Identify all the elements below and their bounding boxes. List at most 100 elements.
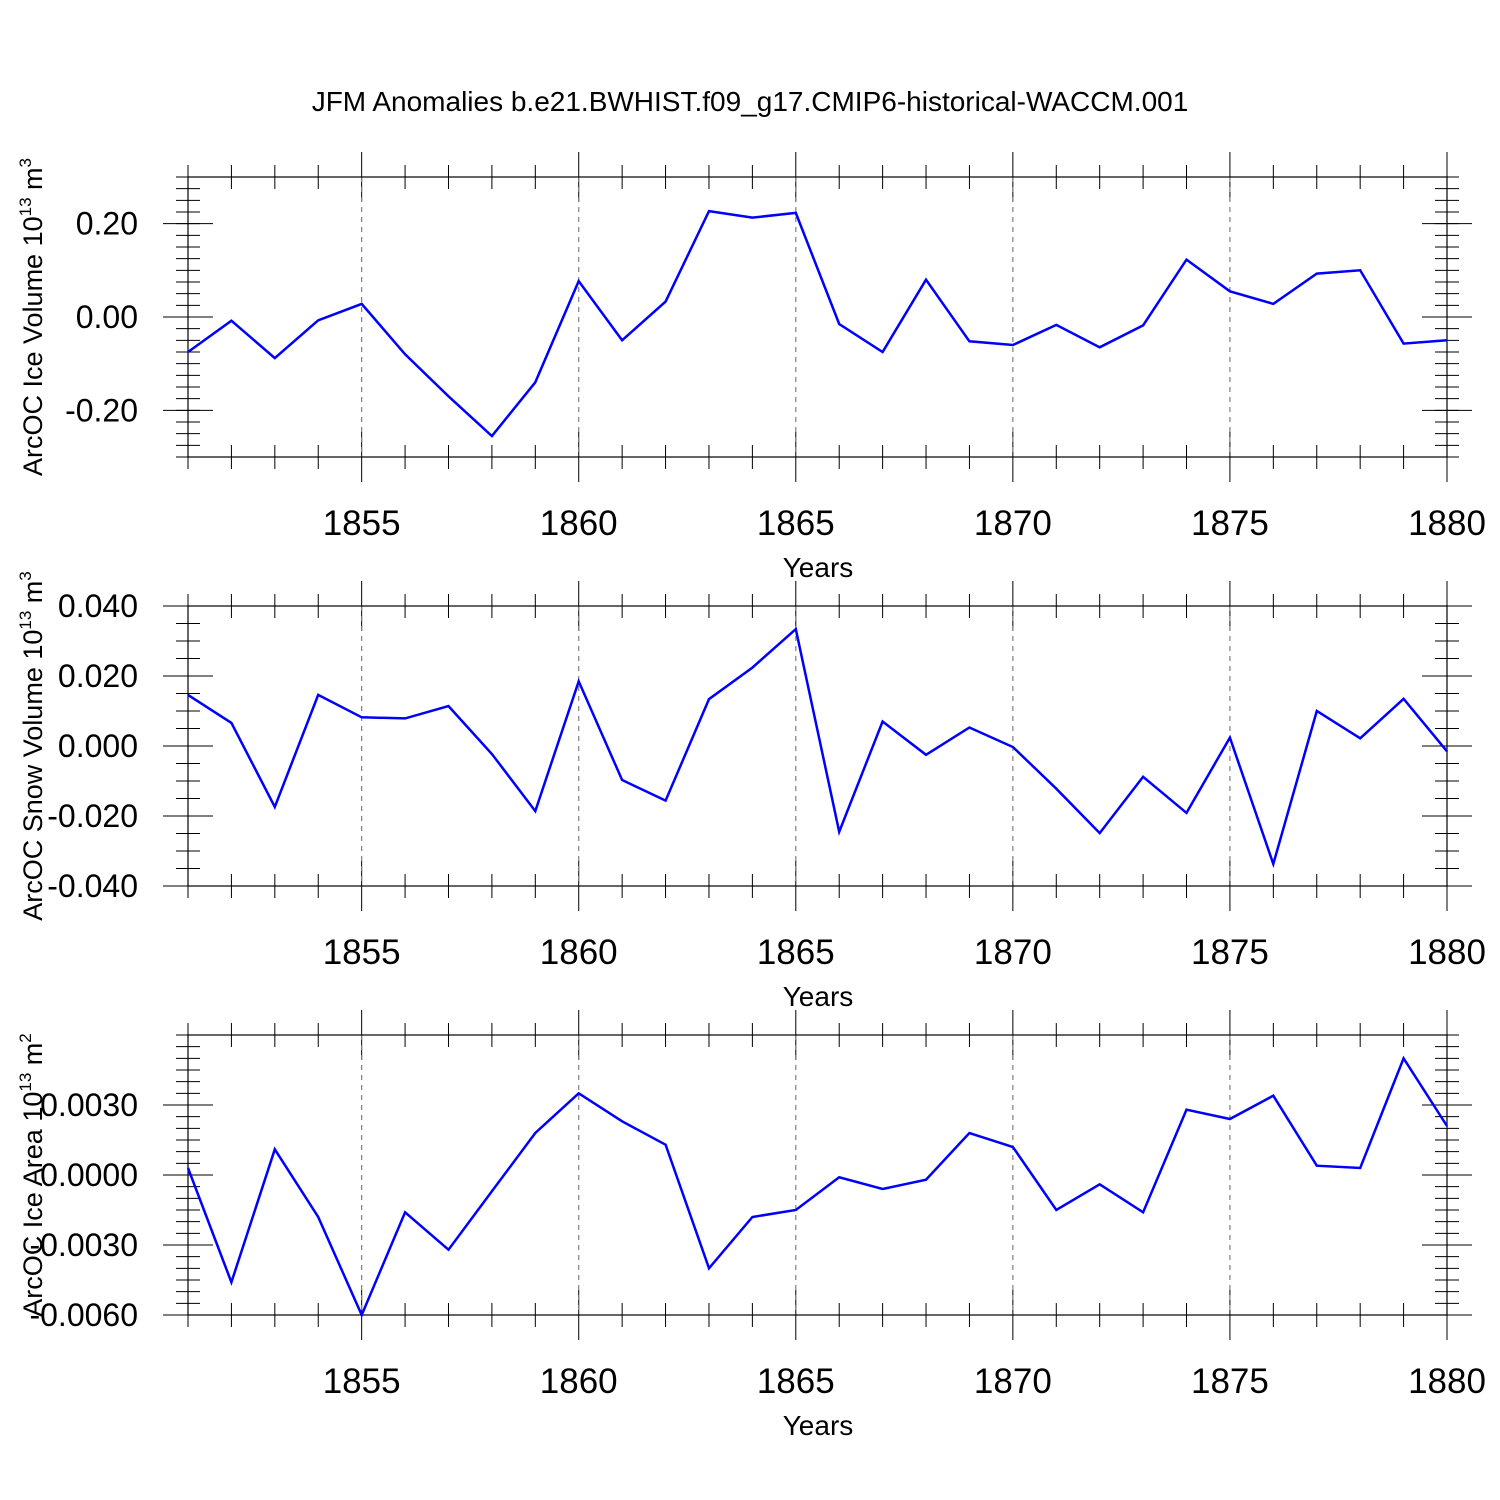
x-tick-label: 1855 [323,933,401,972]
data-point [360,716,363,719]
x-tick-label: 1875 [1191,504,1269,543]
x-tick-label: 1855 [323,1362,401,1401]
data-point [360,303,363,305]
x-axis-label: Years [783,1410,854,1441]
data-point [1446,750,1448,753]
x-tick-label: 1870 [974,1362,1052,1401]
data-point [534,381,537,384]
x-tick-label: 1865 [757,933,835,972]
y-axis-label: ArcOC Ice Area 1013 m2 [16,1033,48,1317]
x-tick-label: 1870 [974,933,1052,972]
series-line [187,209,1448,438]
data-point [1012,746,1014,748]
y-tick-label: -0.0060 [29,1297,138,1333]
x-tick-label: 1855 [323,504,401,543]
data-point [274,357,276,359]
x-tick-label: 1880 [1408,933,1486,972]
data-point [664,300,667,303]
data-point [751,666,754,669]
plot-frame [187,1034,1448,1316]
y-tick-label: 0.20 [76,206,138,242]
x-tick-label: 1865 [757,504,835,543]
data-point [1012,1146,1014,1148]
y-tick-label: 0.0030 [40,1087,138,1123]
data-point [230,319,233,322]
data-point [1229,290,1231,293]
data-point [1272,863,1275,865]
data-point [708,698,710,700]
data-point [1055,324,1058,326]
data-point [317,319,320,322]
x-tick-label: 1860 [540,933,618,972]
data-point [751,1216,754,1218]
data-point [708,210,710,212]
plot-frame [187,605,1448,887]
data-point [1359,737,1361,740]
data-point [881,1188,884,1190]
data-point [404,717,406,720]
y-tick-label: -0.0030 [29,1227,138,1263]
data-point [187,1167,189,1169]
data-point [491,753,493,755]
data-point [1446,1125,1448,1127]
data-point [881,351,884,353]
data-point [621,1120,623,1123]
data-point [404,1211,406,1214]
x-tick-label: 1870 [974,504,1052,543]
data-point [838,1176,841,1179]
data-point [1055,1209,1058,1211]
data-point [1012,344,1014,346]
data-point [881,720,884,723]
series-line [187,626,1448,869]
panel-1: 0.20 0.00 -0.20 1855 1860 1865 1870 1875 1880 Yea… [16,152,1486,583]
data-point [968,340,971,343]
y-axis-label: ArcOC Snow Volume 1013 m3 [16,571,48,921]
data-point [1142,776,1144,778]
panel-3: 0.0030 0.0000 -0.0030 -0.0060 1855 1860 1865 18… [16,1010,1486,1441]
data-point [534,810,537,812]
data-point [794,1209,797,1211]
data-point [925,1178,927,1181]
data-point [230,722,233,724]
data-point [1359,1167,1361,1169]
y-tick-label: -0.020 [47,798,138,834]
data-point [274,806,276,808]
data-point [1185,258,1188,261]
data-point [664,799,667,802]
y-tick-label: 0.040 [58,588,138,624]
y-tick-label: -0.20 [65,392,138,428]
data-point [751,216,754,219]
data-point [577,280,580,282]
data-point [794,212,797,214]
y-tick-label: -0.040 [47,868,138,904]
data-point [968,726,971,729]
data-point [447,1248,450,1251]
y-tick-label: 0.020 [58,658,138,694]
x-tick-label: 1865 [757,1362,835,1401]
data-point [1402,1057,1405,1060]
x-tick-label: 1880 [1408,504,1486,543]
data-point [1229,1118,1231,1120]
x-axis-label: Years [783,552,854,583]
data-point [274,1148,276,1151]
data-point [838,830,841,833]
x-tick-label: 1880 [1408,1362,1486,1401]
chart-title: JFM Anomalies b.e21.BWHIST.f09_g17.CMIP6… [312,86,1189,117]
data-point [838,323,841,325]
data-point [1446,339,1448,342]
data-point [577,1092,580,1095]
panels: 0.20 0.00 -0.20 1855 1860 1865 1870 1875 1880 Yea… [16,152,1486,1441]
data-point [664,1143,667,1146]
data-point [1402,342,1405,345]
data-point [1315,272,1318,275]
data-point [1142,324,1144,327]
series-line [186,1055,1449,1319]
data-point [317,1216,320,1218]
data-point [1185,812,1188,814]
data-point [1402,697,1405,700]
data-point [1055,787,1058,790]
data-point [577,680,580,683]
data-point [1098,832,1101,834]
data-point [187,694,189,696]
